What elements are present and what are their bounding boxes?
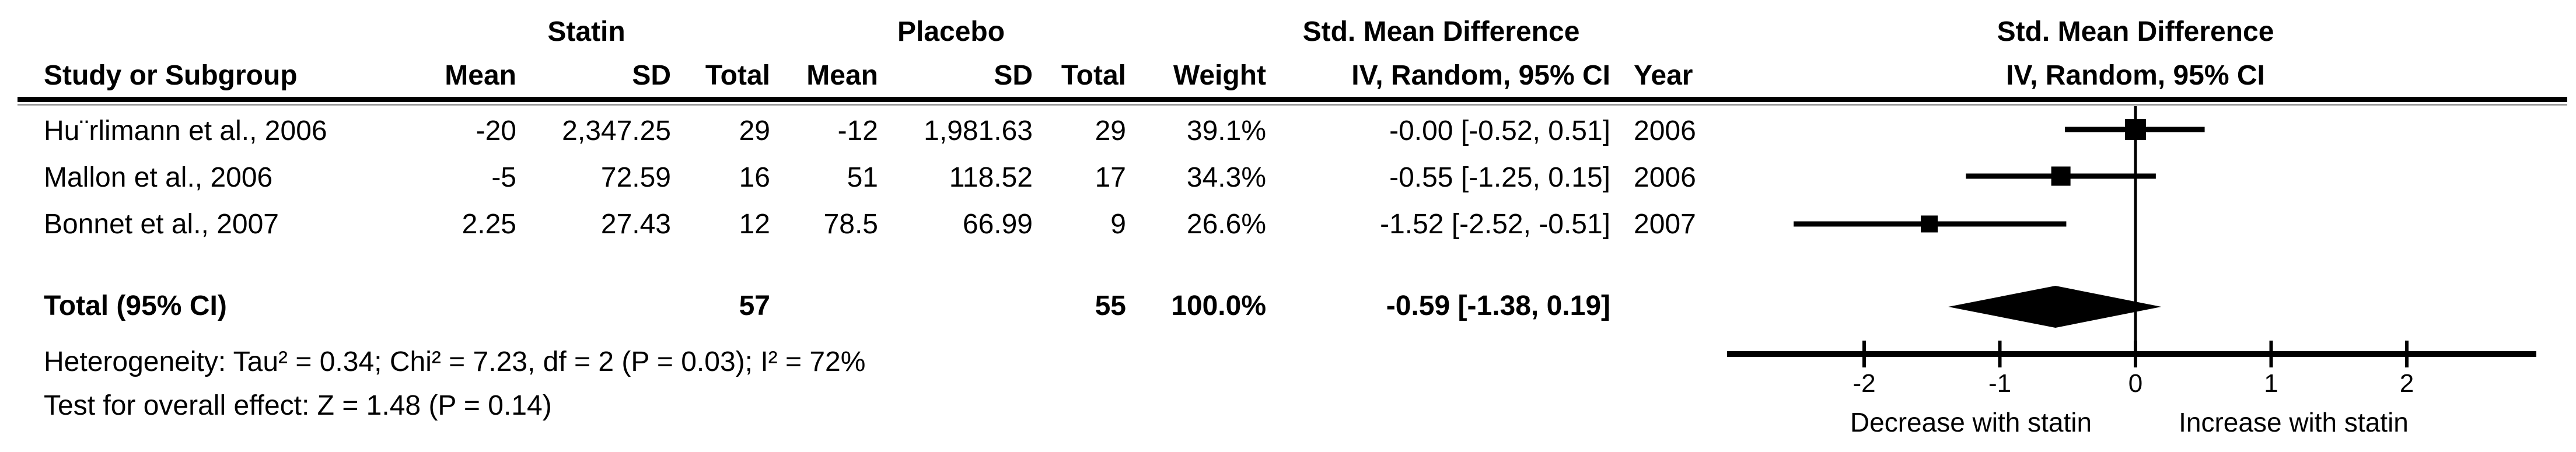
column-header-study: Study or Subgroup [44, 60, 298, 91]
axis-tick-label: 2 [2400, 369, 2414, 398]
placebo-mean: -12 [837, 115, 878, 146]
placebo-sd: 1,981.63 [924, 115, 1033, 146]
header-rule-shadow [18, 104, 2567, 106]
column-header-statin-mean: Mean [445, 60, 516, 91]
column-header-year: Year [1634, 60, 1693, 91]
year-value: 2007 [1634, 209, 1696, 240]
effect-square [2125, 119, 2146, 140]
column-header-ci-plot: IV, Random, 95% CI [2006, 60, 2265, 91]
total-placebo-n: 55 [1095, 290, 1126, 321]
heterogeneity-note: Heterogeneity: Tau² = 0.34; Chi² = 7.23,… [44, 346, 866, 377]
statin-sd: 72.59 [600, 162, 671, 193]
axis-tick-label: -2 [1853, 369, 1875, 398]
total-label: Total (95% CI) [44, 290, 227, 321]
weight-value: 26.6% [1186, 209, 1266, 240]
placebo-total: 17 [1095, 162, 1126, 193]
ci-text: -1.52 [-2.52, -0.51] [1380, 209, 1610, 240]
total-weight: 100.0% [1171, 290, 1266, 321]
statin-mean: 2.25 [462, 209, 516, 240]
header-rule [18, 97, 2567, 102]
axis-tick-label: 0 [2128, 369, 2142, 398]
study-name: Bonnet et al., 2007 [44, 209, 279, 240]
ci-text: -0.55 [-1.25, 0.15] [1389, 162, 1610, 193]
effect-square [2051, 166, 2071, 186]
axis-label-decrease: Decrease with statin [1850, 407, 2092, 437]
axis-tick-label: 1 [2264, 369, 2278, 398]
forest-plot-canvas: -2 -1 0 1 2 Decrease with statin Increase wi… [1727, 106, 2536, 437]
year-value: 2006 [1634, 162, 1696, 193]
column-header-placebo-total: Total [1061, 60, 1126, 91]
placebo-total: 29 [1095, 115, 1126, 146]
study-name: Mallon et al., 2006 [44, 162, 273, 193]
column-header-weight: Weight [1173, 60, 1266, 91]
placebo-total: 9 [1110, 209, 1126, 240]
statin-sd: 2,347.25 [562, 115, 671, 146]
study-name: Hu¨rlimann et al., 2006 [44, 115, 327, 146]
column-header-placebo-sd: SD [994, 60, 1033, 91]
group-header-placebo: Placebo [897, 16, 1005, 47]
statin-total: 12 [739, 209, 770, 240]
axis-label-increase: Increase with statin [2179, 407, 2409, 437]
group-header-smd-plot: Std. Mean Difference [1997, 16, 2274, 47]
statin-mean: -5 [491, 162, 516, 193]
placebo-sd: 118.52 [949, 162, 1033, 193]
column-header-ci: IV, Random, 95% CI [1351, 60, 1610, 91]
statin-mean: -20 [476, 115, 516, 146]
effect-square [1921, 215, 1938, 233]
column-header-statin-total: Total [705, 60, 770, 91]
total-statin-n: 57 [739, 290, 770, 321]
ci-text: -0.00 [-0.52, 0.51] [1389, 115, 1610, 146]
statin-total: 16 [739, 162, 770, 193]
pooled-diamond [1948, 286, 2162, 328]
axis-tick-label: -1 [1988, 369, 2011, 398]
weight-value: 39.1% [1186, 115, 1266, 146]
placebo-sd: 66.99 [962, 209, 1033, 240]
forest-plot-marks: -2 -1 0 1 2 [1727, 106, 2536, 398]
weight-value: 34.3% [1186, 162, 1266, 193]
statin-sd: 27.43 [600, 209, 671, 240]
placebo-mean: 51 [847, 162, 878, 193]
column-header-placebo-mean: Mean [806, 60, 878, 91]
total-ci-text: -0.59 [-1.38, 0.19] [1386, 290, 1610, 321]
statin-total: 29 [739, 115, 770, 146]
year-value: 2006 [1634, 115, 1696, 146]
group-header-statin: Statin [547, 16, 625, 47]
column-header-statin-sd: SD [632, 60, 671, 91]
placebo-mean: 78.5 [823, 209, 878, 240]
overall-effect-note: Test for overall effect: Z = 1.48 (P = 0… [44, 390, 552, 421]
group-header-smd-table: Std. Mean Difference [1302, 16, 1580, 47]
